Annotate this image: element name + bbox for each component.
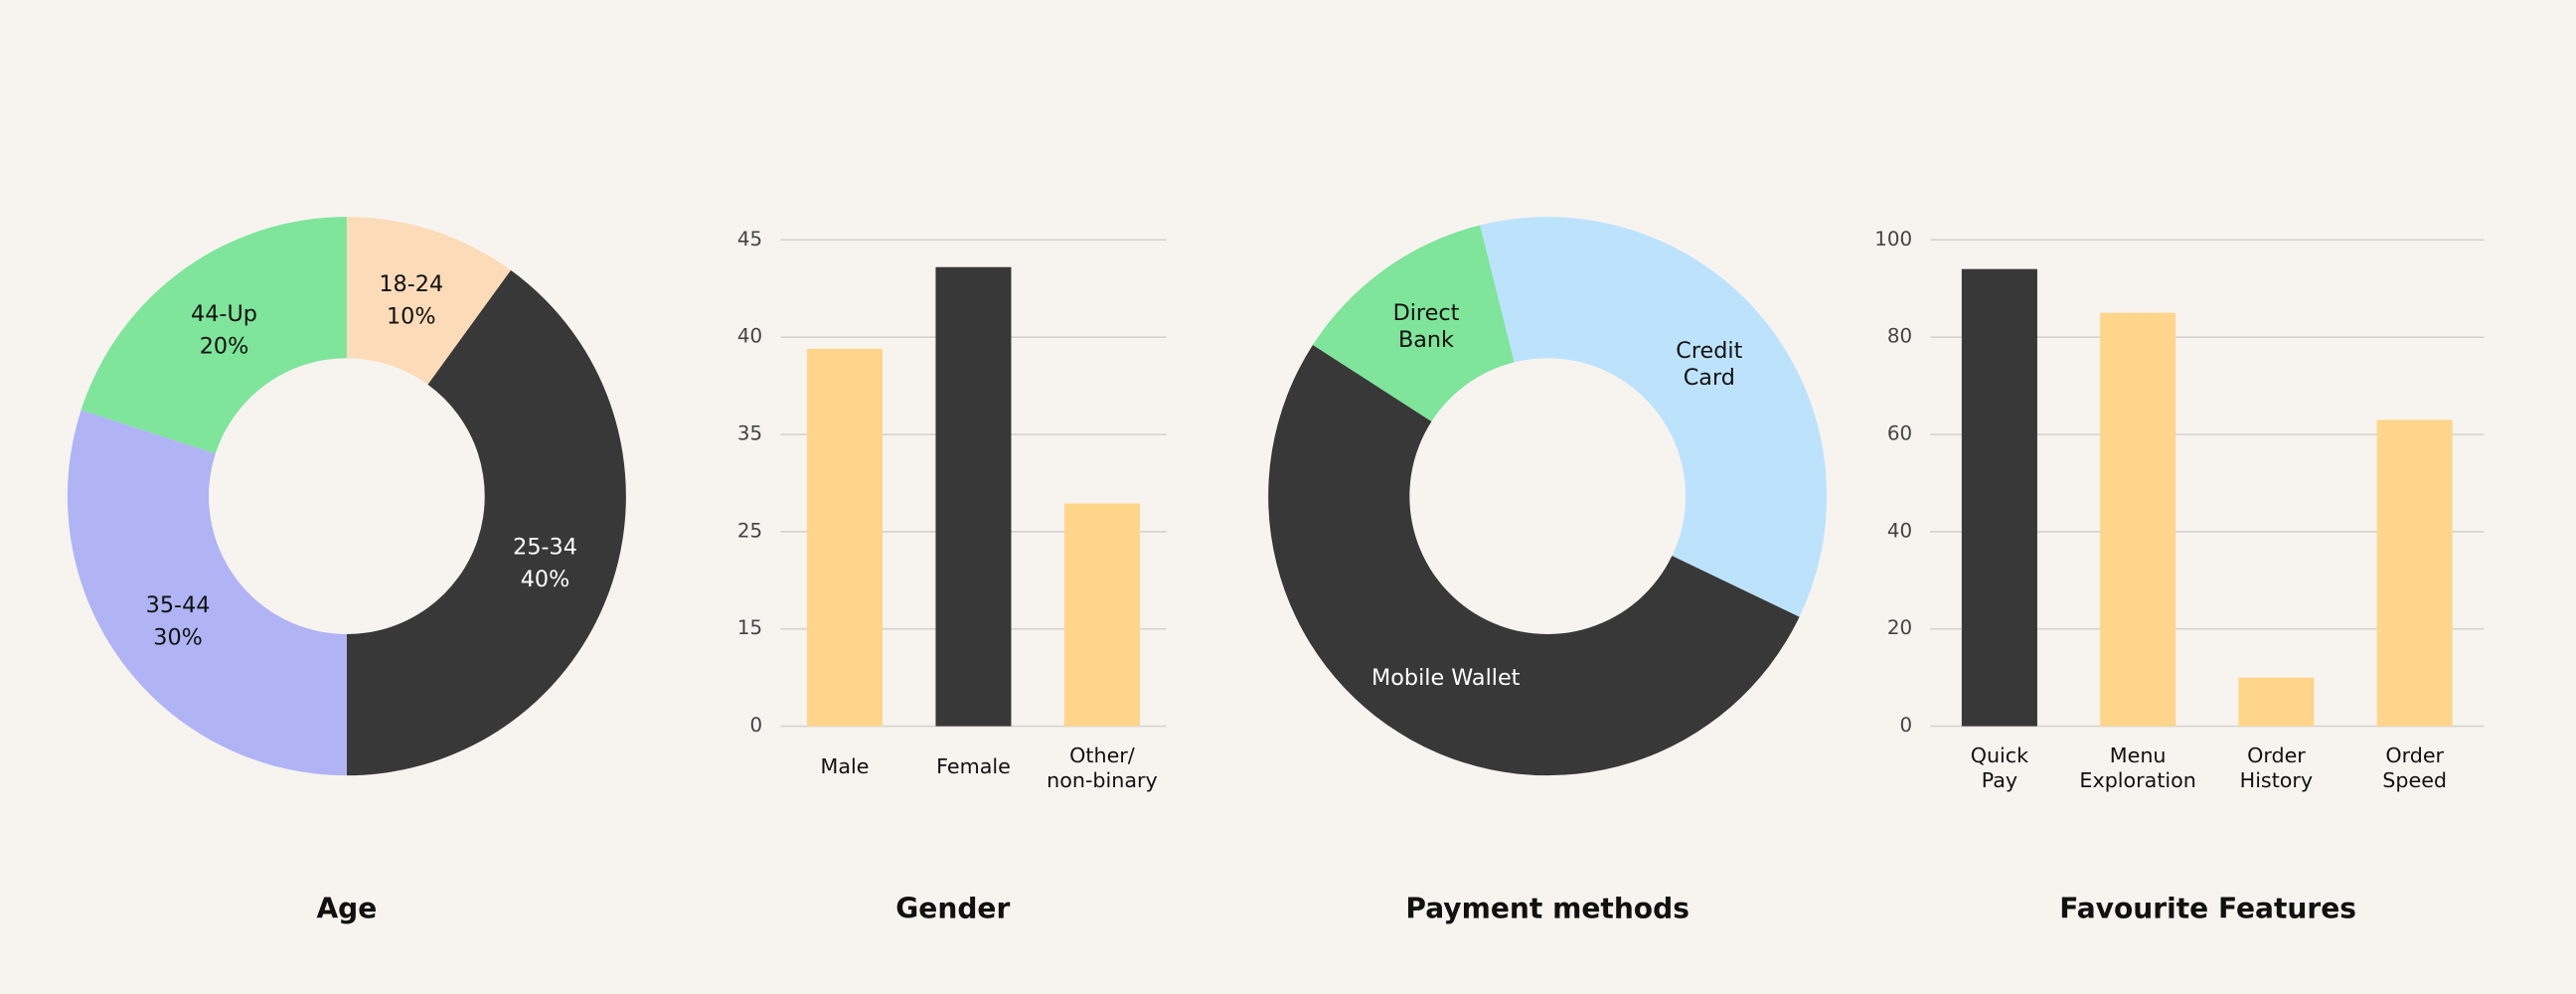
- donut-slice: [1268, 344, 1800, 776]
- y-tick-label: 25: [737, 519, 762, 542]
- slice-label: Credit Card: [1676, 338, 1742, 391]
- chart-title: Payment methods: [1405, 893, 1690, 925]
- slice-label: 35-44 30%: [146, 592, 211, 650]
- y-tick-label: 40: [1887, 519, 1912, 542]
- donut-slice: [346, 269, 626, 776]
- slice-category: 25-34: [513, 534, 577, 560]
- x-tick-label: Quick Pay: [1971, 744, 2028, 792]
- chart-title: Favourite Features: [2059, 893, 2356, 925]
- slice-value: 20%: [200, 333, 249, 359]
- chart-title: Gender: [895, 893, 1010, 925]
- slice-label: Direct Bank: [1393, 300, 1460, 353]
- slice-value: 40%: [521, 567, 570, 592]
- bar: [806, 348, 884, 727]
- slice-label: 18-24 10%: [379, 271, 443, 329]
- x-tick-label: Female: [936, 754, 1011, 778]
- bar: [2376, 419, 2453, 727]
- bar: [2238, 677, 2315, 727]
- y-tick-label: 20: [1887, 616, 1912, 639]
- donut-slice: [1312, 225, 1515, 421]
- donut-slice: [1480, 217, 1828, 617]
- bar: [2100, 312, 2176, 727]
- donut-slice: [80, 217, 347, 454]
- bar: [1961, 268, 2037, 727]
- slice-value: 30%: [153, 624, 203, 650]
- y-tick-label: 60: [1887, 422, 1912, 445]
- slice-category: 44-Up: [191, 300, 257, 326]
- bar: [1063, 503, 1140, 727]
- y-tick-label: 40: [737, 325, 762, 348]
- y-tick-label: 35: [737, 422, 762, 445]
- x-tick-label: Order Speed: [2382, 744, 2447, 792]
- slice-label: 25-34 40%: [513, 534, 577, 591]
- x-tick-label: Male: [821, 754, 870, 778]
- slice-category: 35-44: [146, 592, 211, 618]
- y-tick-label: 100: [1874, 228, 1912, 250]
- y-tick-label: 0: [1899, 714, 1912, 737]
- y-tick-label: 0: [749, 714, 762, 737]
- donut-slice: [67, 410, 347, 776]
- slice-category: 18-24: [379, 271, 443, 297]
- slice-label: Mobile Wallet: [1371, 665, 1521, 691]
- y-tick-label: 45: [737, 228, 762, 250]
- x-tick-label: Menu Exploration: [2079, 744, 2195, 792]
- slice-value: 10%: [387, 303, 436, 329]
- x-tick-label: Order History: [2240, 744, 2314, 792]
- x-tick-label: Other/non-binary: [1046, 744, 1158, 792]
- slice-label: 44-Up 20%: [191, 300, 257, 358]
- donut-slice: [346, 217, 512, 385]
- y-tick-label: 80: [1887, 325, 1912, 348]
- chart-title: Age: [316, 893, 377, 925]
- bar: [935, 266, 1012, 727]
- y-tick-label: 15: [737, 616, 762, 639]
